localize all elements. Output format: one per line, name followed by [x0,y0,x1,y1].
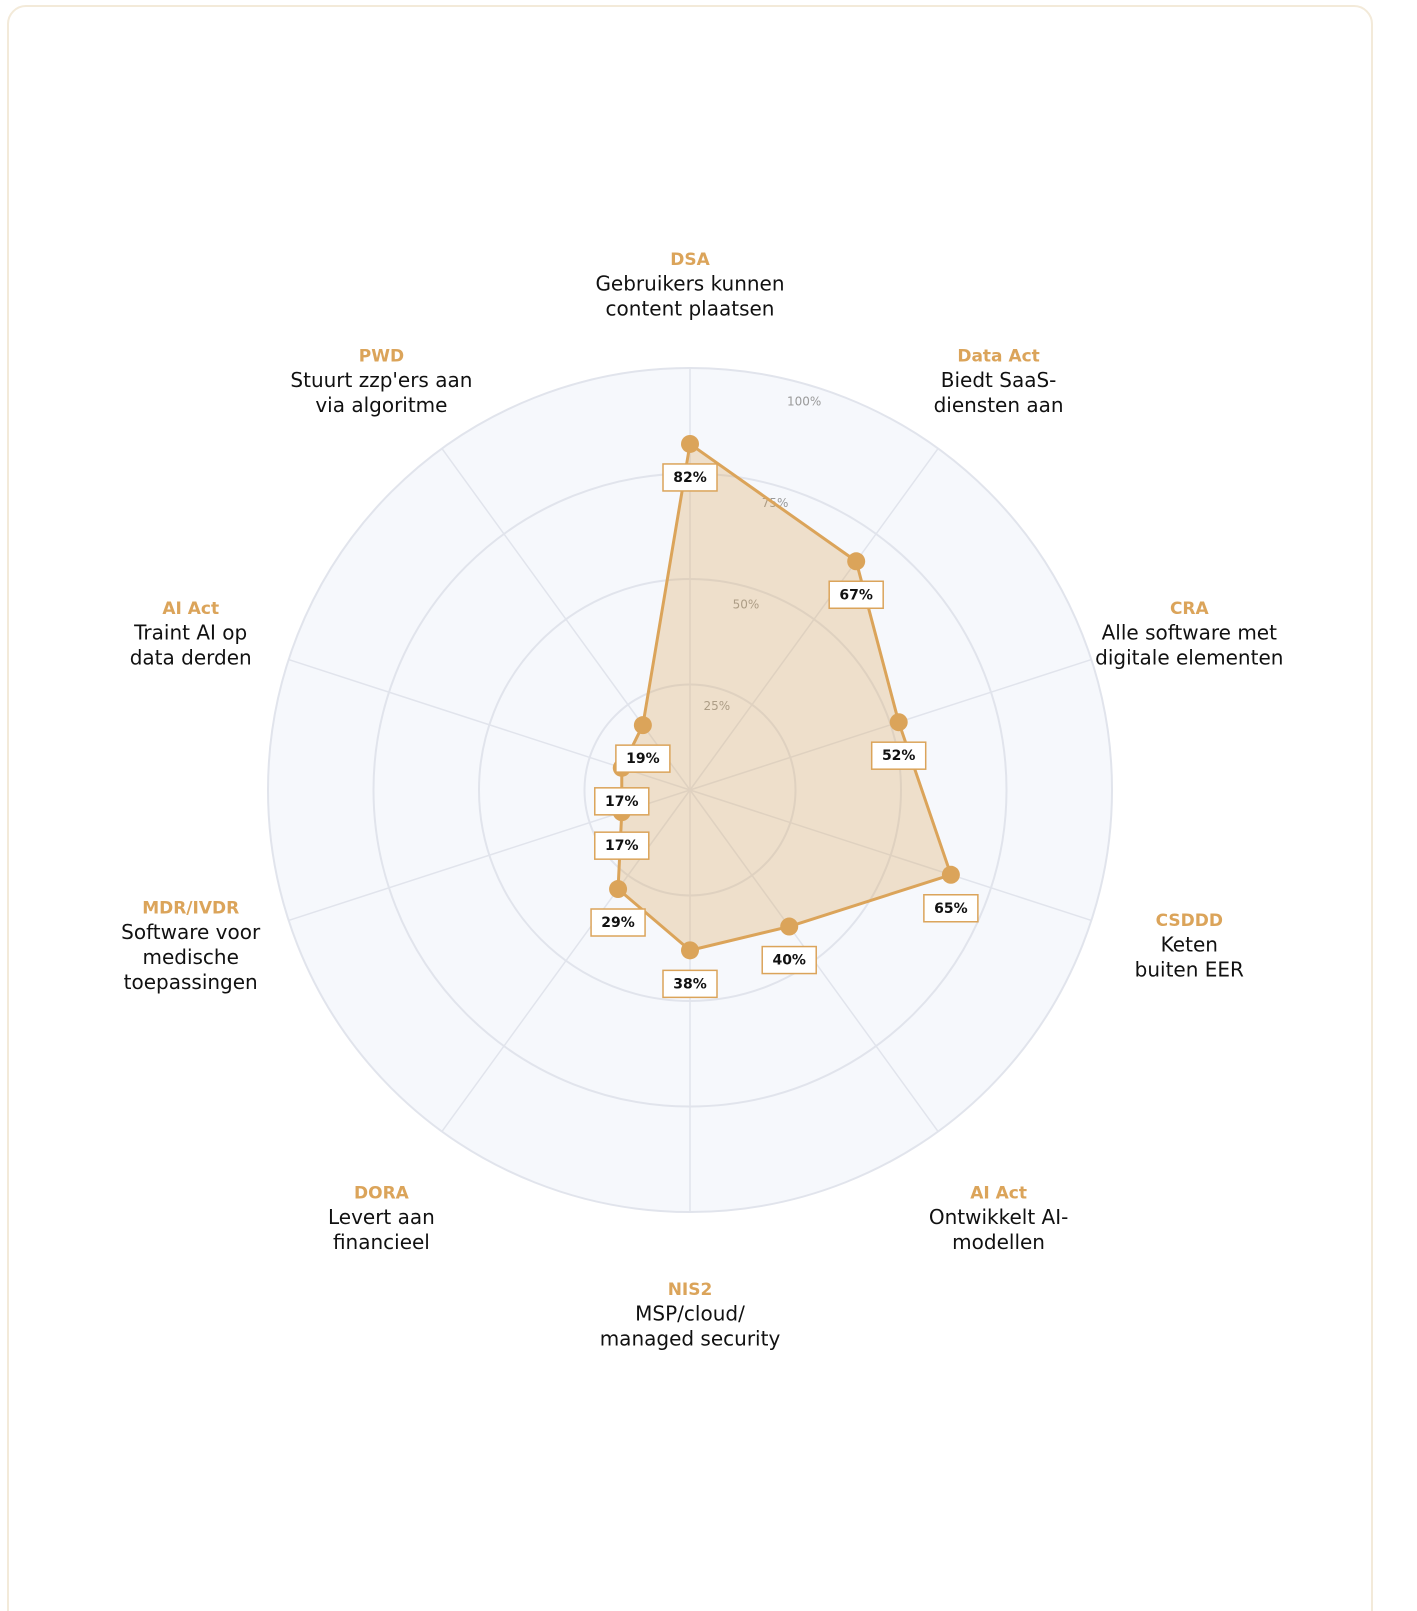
axis-description: digitale elementen [1095,645,1283,669]
axis-description: diensten aan [934,393,1064,417]
axis-description: Keten [1161,933,1218,957]
value-label-box [594,787,650,816]
axis-category: DORA [354,1184,410,1204]
spoke [441,448,691,791]
axis-description: toepassingen [124,970,258,994]
axis-description: data derden [130,645,252,669]
value-label: 82% [673,470,707,486]
axis-description: Alle software met [1102,620,1277,644]
value-label-box [761,945,817,975]
r-tick-label: 50% [733,597,760,611]
value-label-box [923,894,979,923]
axis-description: content plaatsen [606,297,775,321]
axis-description: modellen [952,1230,1045,1254]
data-point [681,434,699,453]
axis-category: NIS2 [668,1280,713,1300]
axis-description: Gebruikers kunnen [595,272,784,296]
value-label: 67% [839,587,873,603]
data-point [941,865,960,884]
axis-description: financieel [333,1230,430,1254]
axis-description: medische [142,945,238,969]
axis-description: MSP/cloud/ [635,1302,745,1326]
spoke [689,448,939,791]
data-point [609,880,628,899]
axis-description: via algoritme [315,393,447,417]
value-label-box [828,580,884,610]
r-tick-label: 100% [787,395,821,409]
axis-description: Stuurt zzp'ers aan [290,368,472,392]
axis-description: managed security [600,1327,781,1351]
axis-description: Software voor [121,920,261,944]
value-label: 40% [772,953,806,969]
axis-category: AI Act [970,1184,1027,1204]
axis-category: PWD [359,346,404,366]
axis-description: buiten EER [1135,958,1244,982]
axis-description: Ontwikkelt AI- [929,1205,1068,1229]
axis-category: DSA [670,250,710,270]
spoke [689,789,1092,922]
value-label-box [594,831,650,860]
axis-category: CRA [1170,599,1210,619]
data-point [780,917,799,936]
data-point [889,713,908,732]
axis-category: Data Act [957,346,1039,366]
r-tick-label: 25% [704,699,731,713]
data-point [681,941,699,960]
data-point [847,552,866,571]
value-label-box [615,744,671,773]
value-label: 52% [882,748,916,764]
axis-description: Biedt SaaS- [941,368,1057,392]
value-label-box [870,741,927,770]
value-label: 17% [605,794,639,810]
value-label: 65% [934,901,968,917]
value-label: 38% [673,976,707,992]
axis-category: MDR/IVDR [142,899,239,919]
value-label-box [662,463,718,492]
value-label-box [662,969,718,999]
value-label: 17% [605,838,639,854]
axis-description: Traint AI op [133,620,247,644]
axis-category: CSDDD [1156,911,1223,931]
value-label: 29% [601,915,635,931]
value-label: 19% [626,751,660,767]
value-label-box [590,908,646,937]
axis-description: Levert aan [328,1205,435,1229]
data-point [633,716,652,735]
axis-category: AI Act [162,599,219,619]
